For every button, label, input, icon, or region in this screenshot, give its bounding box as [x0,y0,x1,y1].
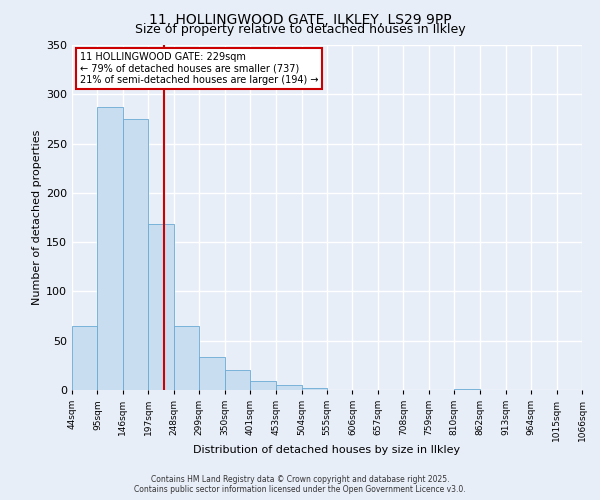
Text: 11 HOLLINGWOOD GATE: 229sqm
← 79% of detached houses are smaller (737)
21% of se: 11 HOLLINGWOOD GATE: 229sqm ← 79% of det… [80,52,318,85]
Bar [174,326,199,390]
Text: 11, HOLLINGWOOD GATE, ILKLEY, LS29 9PP: 11, HOLLINGWOOD GATE, ILKLEY, LS29 9PP [149,12,451,26]
Bar [302,388,327,390]
Bar [123,119,148,390]
Y-axis label: Number of detached properties: Number of detached properties [32,130,42,305]
Bar [250,381,276,390]
Text: Size of property relative to detached houses in Ilkley: Size of property relative to detached ho… [134,22,466,36]
Bar [97,107,123,390]
Bar [276,385,302,390]
Bar [454,389,480,390]
Bar [148,224,174,390]
Bar [199,358,225,390]
Text: Contains HM Land Registry data © Crown copyright and database right 2025.
Contai: Contains HM Land Registry data © Crown c… [134,474,466,494]
Bar [225,370,250,390]
Bar [72,326,97,390]
X-axis label: Distribution of detached houses by size in Ilkley: Distribution of detached houses by size … [193,446,461,456]
